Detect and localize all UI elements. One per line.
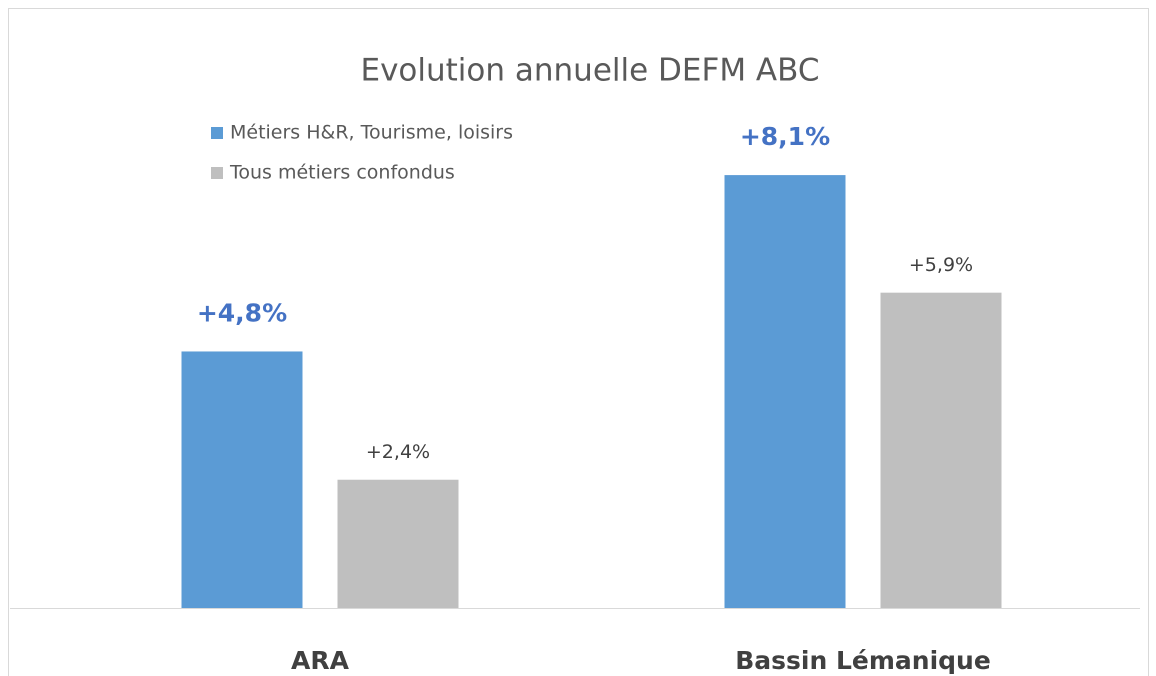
legend-label: Métiers H&R, Tourisme, loisirs [230,122,513,144]
legend-swatch [211,127,223,139]
legend-label: Tous métiers confondus [229,162,455,184]
x-tick-label: Bassin Lémanique [735,646,991,675]
value-label: +2,4% [366,441,430,463]
bar [724,175,846,608]
bar [880,292,1002,608]
value-label: +8,1% [740,122,830,151]
bar [337,479,459,608]
chart-title: Evolution annuelle DEFM ABC [360,53,819,89]
bar [181,351,303,608]
value-label: +4,8% [197,298,287,327]
legend-swatch [211,167,223,179]
x-tick-label: ARA [291,646,350,675]
value-label: +5,9% [909,254,973,276]
